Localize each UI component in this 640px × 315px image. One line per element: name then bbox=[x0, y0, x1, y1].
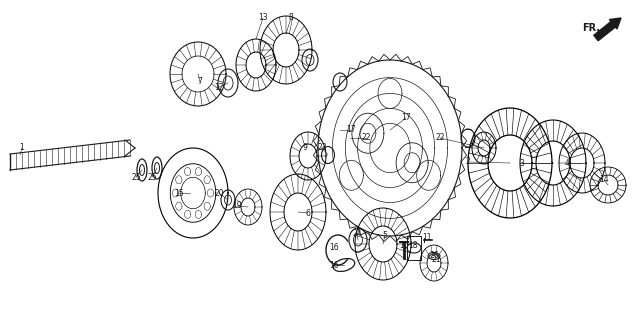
Text: 16: 16 bbox=[329, 243, 339, 253]
FancyArrow shape bbox=[594, 18, 621, 41]
Text: 26: 26 bbox=[429, 250, 439, 260]
Text: 22: 22 bbox=[361, 134, 371, 142]
Text: 14: 14 bbox=[599, 175, 609, 185]
Text: 1: 1 bbox=[20, 144, 24, 152]
Text: 8: 8 bbox=[289, 14, 293, 22]
Text: 23: 23 bbox=[317, 144, 327, 152]
Text: 17: 17 bbox=[401, 113, 411, 123]
Text: 19: 19 bbox=[232, 202, 242, 210]
Text: 22: 22 bbox=[435, 134, 445, 142]
Text: 25: 25 bbox=[131, 173, 141, 181]
Text: 10: 10 bbox=[399, 240, 409, 249]
Text: 3: 3 bbox=[520, 158, 524, 168]
Text: 20: 20 bbox=[214, 188, 224, 198]
Text: 2: 2 bbox=[466, 158, 470, 167]
Text: 7: 7 bbox=[198, 77, 202, 87]
Text: 9: 9 bbox=[303, 144, 307, 152]
Text: 15: 15 bbox=[174, 188, 184, 198]
Text: FR.: FR. bbox=[582, 23, 600, 33]
Text: 21: 21 bbox=[431, 255, 441, 265]
Text: 25: 25 bbox=[147, 173, 157, 181]
Text: 24: 24 bbox=[352, 228, 362, 238]
Text: 6: 6 bbox=[305, 209, 310, 217]
Text: 4: 4 bbox=[564, 158, 570, 168]
Text: 17: 17 bbox=[346, 125, 356, 135]
Text: 11: 11 bbox=[422, 233, 432, 243]
Text: 16: 16 bbox=[329, 261, 339, 270]
Text: 13: 13 bbox=[258, 14, 268, 22]
Text: 12: 12 bbox=[214, 83, 224, 91]
Text: 18: 18 bbox=[408, 240, 418, 249]
Text: 5: 5 bbox=[383, 231, 387, 239]
